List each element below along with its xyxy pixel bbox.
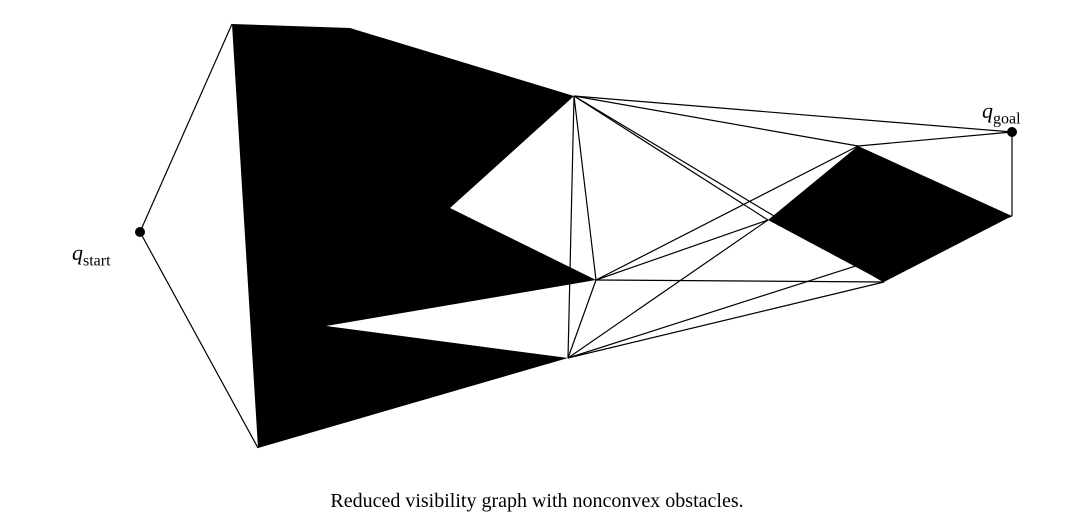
label-q-goal: qgoal [982,98,1021,128]
goal-node [1007,127,1017,137]
label-q-start-sub: start [83,252,111,269]
label-q-start-var: q [72,240,83,265]
visibility-edge [568,282,884,358]
figure-caption-text: Reduced visibility graph with nonconvex … [330,490,743,512]
visibility-edge [568,280,596,358]
visibility-edge [596,220,768,280]
figure-caption: Reduced visibility graph with nonconvex … [0,490,1074,513]
visibility-edge [140,24,232,232]
visibility-edge [574,96,1012,132]
diagram-stage: qstart qgoal Reduced visibility graph wi… [0,0,1074,520]
visibility-edge [568,220,768,358]
obstacle-2 [768,146,1012,282]
diagram-svg [0,0,1074,520]
visibility-edge [568,216,1012,358]
visibility-edge [140,232,258,448]
visibility-edge [574,96,768,220]
label-q-goal-var: q [982,98,993,123]
visibility-edge [596,280,884,282]
visibility-edge [858,132,1012,146]
visibility-edge [568,96,574,358]
obstacle-1 [232,24,596,448]
label-q-goal-sub: goal [993,110,1021,127]
label-q-start: qstart [72,240,111,270]
visibility-edge [574,96,596,280]
start-node [135,227,145,237]
